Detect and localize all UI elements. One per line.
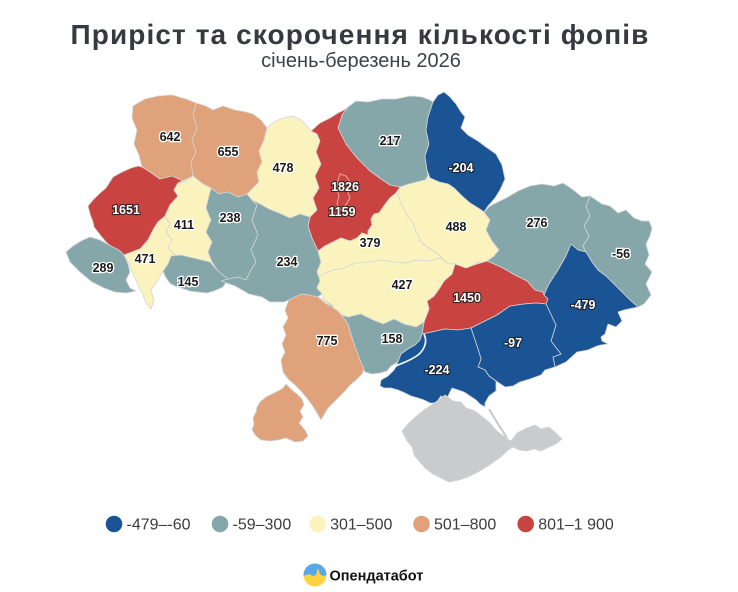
- svg-text:276: 276: [527, 216, 548, 230]
- svg-text:379: 379: [360, 236, 381, 250]
- svg-text:158: 158: [382, 332, 403, 346]
- svg-text:289: 289: [93, 261, 114, 275]
- svg-text:Опендатабот: Опендатабот: [330, 569, 424, 585]
- svg-text:234: 234: [277, 255, 298, 269]
- svg-text:488: 488: [446, 220, 467, 234]
- svg-text:-479: -479: [570, 298, 595, 312]
- svg-text:427: 427: [392, 278, 413, 292]
- svg-text:-479–-60: -479–-60: [127, 517, 191, 534]
- svg-text:655: 655: [218, 145, 239, 159]
- svg-text:-224: -224: [424, 363, 449, 377]
- svg-text:1826: 1826: [331, 180, 359, 194]
- svg-text:478: 478: [273, 161, 294, 175]
- svg-text:1450: 1450: [453, 291, 481, 305]
- svg-text:1651: 1651: [112, 203, 140, 217]
- svg-text:-97: -97: [504, 336, 522, 350]
- svg-text:-56: -56: [612, 247, 630, 261]
- svg-text:801–1 900: 801–1 900: [538, 517, 614, 534]
- svg-text:1159: 1159: [328, 205, 355, 219]
- svg-text:145: 145: [178, 275, 199, 289]
- svg-text:301–500: 301–500: [330, 517, 392, 534]
- svg-text:642: 642: [160, 130, 181, 144]
- svg-text:471: 471: [135, 252, 156, 266]
- svg-text:-204: -204: [448, 161, 473, 175]
- svg-text:411: 411: [174, 218, 194, 232]
- svg-text:-59–300: -59–300: [233, 517, 292, 534]
- svg-text:238: 238: [220, 211, 241, 225]
- svg-text:775: 775: [317, 334, 338, 348]
- svg-text:217: 217: [380, 134, 401, 148]
- svg-text:501–800: 501–800: [434, 517, 496, 534]
